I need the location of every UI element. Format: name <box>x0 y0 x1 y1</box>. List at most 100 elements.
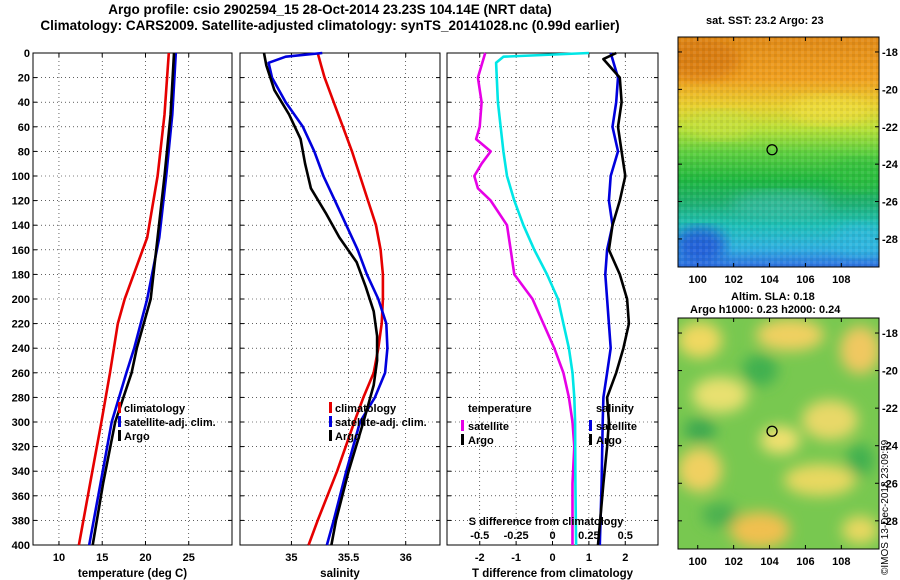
imos-timestamp: ©IMOS 13-Dec-2018 23:09:59 <box>880 439 891 575</box>
map-lat-label: -18 <box>882 47 898 59</box>
y-tick-label: 300 <box>12 417 30 429</box>
chart-panel-1: 0 20 40 60 80 100 120 140 160 180 200 220 240 260 280 3… <box>12 48 233 580</box>
map-lat-label: -22 <box>882 403 898 415</box>
sst-map-title: sat. SST: 23.2 Argo: 23 <box>706 15 824 27</box>
map-lat-label: -24 <box>882 159 899 171</box>
chart-panel-2: 35 35.5 36 salinity climatology satellite-adj… <box>239 51 441 580</box>
x-axis-label: salinity <box>320 568 360 580</box>
y-tick-label: 60 <box>18 122 30 134</box>
x-tick-label: 36 <box>400 552 412 564</box>
x-axis-label: T difference from climatology <box>472 568 634 580</box>
legend-swatch <box>329 416 332 427</box>
salinity-diff-tick-label: -0.5 <box>470 530 489 542</box>
y-tick-label: 340 <box>12 466 30 478</box>
legend-swatch <box>589 434 592 445</box>
legend-swatch <box>589 420 592 431</box>
y-tick-label: 180 <box>12 269 30 281</box>
y-tick-label: 40 <box>18 97 30 109</box>
legend-label: Argo <box>124 431 150 443</box>
y-tick-label: 160 <box>12 245 30 257</box>
y-tick-label: 100 <box>12 171 30 183</box>
sla-patches <box>678 319 879 548</box>
series-line-salinity-argo <box>598 52 620 546</box>
y-tick-label: 140 <box>12 220 30 232</box>
salinity-diff-tick-label: 0 <box>549 530 555 542</box>
salinity-diff-tick-label: -0.25 <box>504 530 529 542</box>
legend-label: satellite-adj. clim. <box>335 417 427 429</box>
y-tick-label: 20 <box>18 73 30 85</box>
map-lon-label: 106 <box>796 556 814 568</box>
x-tick-label: 35.5 <box>338 552 359 564</box>
series-line-temperature-satellite <box>472 52 576 545</box>
salinity-diff-tick-label: 0.25 <box>578 530 599 542</box>
y-tick-label: 240 <box>12 343 30 355</box>
map-lat-label: -18 <box>882 328 898 340</box>
x-tick-label: 0 <box>549 552 555 564</box>
salinity-diff-axis-label: S difference from climatology <box>469 516 625 528</box>
legend-swatch <box>118 402 121 413</box>
title-line-2: Climatology: CARS2009. Satellite-adjuste… <box>40 18 620 33</box>
x-tick-label: -1 <box>511 552 521 564</box>
y-tick-label: 120 <box>12 196 30 208</box>
map-lat-label: -22 <box>882 122 898 134</box>
map-lon-label: 100 <box>689 556 707 568</box>
legend-label: Argo <box>468 435 494 447</box>
sla-map-title-1: Altim. SLA: 0.18 <box>731 291 815 303</box>
sst-map: -18 -20 -22 -24 -26 -28 100 102 104 106 108 <box>677 36 899 286</box>
x-tick-label: 20 <box>139 552 151 564</box>
y-tick-label: 400 <box>12 540 30 552</box>
plot-area <box>32 52 233 546</box>
map-lat-label: -28 <box>882 516 898 528</box>
series-line-climatology <box>77 52 171 546</box>
legend-label: climatology <box>124 403 186 415</box>
y-tick-label: 0 <box>24 48 30 60</box>
legend-title-temperature: temperature <box>468 403 532 415</box>
sla-map: -18 -20 -22 -24 -26 -28 100 102 104 106 108 <box>677 317 899 568</box>
legend-label: satellite <box>596 421 637 433</box>
salinity-diff-tick-label: 0.5 <box>618 530 633 542</box>
map-lat-label: -24 <box>882 441 899 453</box>
legend-swatch <box>118 416 121 427</box>
legend-label: satellite-adj. clim. <box>124 417 216 429</box>
x-tick-label: 2 <box>622 552 628 564</box>
legend-swatch <box>329 402 332 413</box>
y-tick-label: 260 <box>12 368 30 380</box>
y-tick-label: 320 <box>12 442 30 454</box>
y-tick-label: 220 <box>12 319 30 331</box>
y-tick-label: 80 <box>18 146 30 158</box>
x-tick-label: 25 <box>183 552 195 564</box>
plot-area <box>446 52 659 546</box>
y-tick-label: 280 <box>12 392 30 404</box>
map-lon-label: 100 <box>689 274 707 286</box>
map-lon-label: 102 <box>724 274 742 286</box>
argo-location-marker <box>766 425 778 437</box>
chart-panel-3: -2 -1 0 1 2 T difference from climatology temp… <box>446 51 659 580</box>
title-line-1: Argo profile: csio 2902594_15 28-Oct-201… <box>108 2 552 17</box>
legend-label: climatology <box>335 403 397 415</box>
series-line-temperature-argo <box>596 51 631 546</box>
map-lon-label: 104 <box>760 274 779 286</box>
legend-swatch <box>329 430 332 441</box>
y-tick-label: 380 <box>12 515 30 527</box>
legend-title-salinity: salinity <box>596 403 635 415</box>
map-lat-label: -26 <box>882 478 898 490</box>
x-tick-label: 1 <box>586 552 592 564</box>
y-tick-label: 200 <box>12 294 30 306</box>
map-lat-label: -28 <box>882 234 898 246</box>
y-tick-label: 360 <box>12 491 30 503</box>
map-lon-label: 106 <box>796 274 814 286</box>
x-tick-label: -2 <box>475 552 485 564</box>
x-tick-label: 10 <box>53 552 65 564</box>
argo-location-marker <box>766 144 778 156</box>
legend-swatch <box>461 420 464 431</box>
legend-label: Argo <box>596 435 622 447</box>
sla-map-title-2: Argo h1000: 0.23 h2000: 0.24 <box>690 304 841 316</box>
legend-swatch <box>461 434 464 445</box>
sst-patches <box>678 37 879 267</box>
x-tick-label: 35 <box>285 552 297 564</box>
map-lon-label: 102 <box>724 556 742 568</box>
map-lat-label: -20 <box>882 366 898 378</box>
map-lon-label: 108 <box>832 556 850 568</box>
series-line-argo <box>262 52 379 546</box>
